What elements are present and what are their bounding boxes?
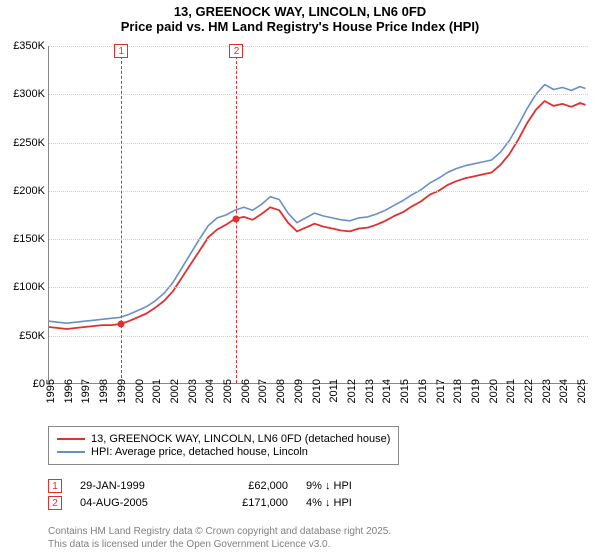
y-tick-label: £0 <box>3 378 45 390</box>
x-tick-label: 2015 <box>399 379 411 403</box>
x-tick-label: 2006 <box>240 379 252 403</box>
y-tick-label: £200K <box>3 185 45 197</box>
x-tick-label: 2008 <box>275 379 287 403</box>
event-row: 1 29-JAN-1999 £62,000 9% ↓ HPI <box>48 479 386 493</box>
attribution-line-1: Contains HM Land Registry data © Crown c… <box>48 526 391 539</box>
event-idx-box: 1 <box>48 479 62 493</box>
x-tick-label: 2023 <box>541 379 553 403</box>
x-tick-label: 2001 <box>151 379 163 403</box>
title-block: 13, GREENOCK WAY, LINCOLN, LN6 0FD Price… <box>0 0 600 34</box>
x-tick-label: 2020 <box>488 379 500 403</box>
x-tick-label: 2009 <box>293 379 305 403</box>
gridline-h <box>49 94 588 95</box>
attribution-text: Contains HM Land Registry data © Crown c… <box>48 526 391 551</box>
x-tick-label: 2019 <box>470 379 482 403</box>
event-idx-box: 2 <box>48 496 62 510</box>
event-price: £171,000 <box>198 497 288 509</box>
x-tick-label: 2002 <box>169 379 181 403</box>
y-tick-label: £100K <box>3 281 45 293</box>
x-tick-label: 2022 <box>523 379 535 403</box>
sale-dot <box>233 215 240 222</box>
event-date: 29-JAN-1999 <box>80 480 180 492</box>
series-line-paid <box>49 101 586 329</box>
x-tick-label: 2000 <box>134 379 146 403</box>
gridline-h <box>49 239 588 240</box>
y-tick-label: £150K <box>3 233 45 245</box>
x-tick-label: 2010 <box>311 379 323 403</box>
x-tick-label: 2024 <box>558 379 570 403</box>
chart-container: 13, GREENOCK WAY, LINCOLN, LN6 0FD Price… <box>0 0 600 560</box>
event-row: 2 04-AUG-2005 £171,000 4% ↓ HPI <box>48 496 386 510</box>
y-tick-label: £50K <box>3 330 45 342</box>
chart-plot-area: £0£50K£100K£150K£200K£250K£300K£350K1995… <box>48 46 588 384</box>
x-tick-label: 2017 <box>435 379 447 403</box>
legend-row-hpi: HPI: Average price, detached house, Linc… <box>57 446 390 458</box>
x-tick-label: 2005 <box>222 379 234 403</box>
x-tick-label: 1996 <box>63 379 75 403</box>
plot-svg <box>49 46 589 384</box>
gridline-h <box>49 191 588 192</box>
gridline-h <box>49 46 588 47</box>
gridline-h <box>49 287 588 288</box>
event-delta: 9% ↓ HPI <box>306 480 386 492</box>
event-delta: 4% ↓ HPI <box>306 497 386 509</box>
x-tick-label: 2018 <box>452 379 464 403</box>
event-date: 04-AUG-2005 <box>80 497 180 509</box>
event-price: £62,000 <box>198 480 288 492</box>
sale-marker-box: 2 <box>229 44 243 58</box>
y-tick-label: £350K <box>3 40 45 52</box>
legend-box: 13, GREENOCK WAY, LINCOLN, LN6 0FD (deta… <box>48 426 399 465</box>
x-tick-label: 2012 <box>346 379 358 403</box>
events-table: 1 29-JAN-1999 £62,000 9% ↓ HPI 2 04-AUG-… <box>48 476 386 513</box>
x-tick-label: 1995 <box>45 379 57 403</box>
x-tick-label: 1998 <box>98 379 110 403</box>
x-tick-label: 2025 <box>576 379 588 403</box>
sale-marker-box: 1 <box>114 44 128 58</box>
legend-label-paid: 13, GREENOCK WAY, LINCOLN, LN6 0FD (deta… <box>91 433 390 445</box>
x-tick-label: 2003 <box>187 379 199 403</box>
legend-swatch-hpi <box>57 451 85 453</box>
attribution-line-2: This data is licensed under the Open Gov… <box>48 539 391 552</box>
x-tick-label: 2011 <box>328 379 340 403</box>
x-tick-label: 2007 <box>257 379 269 403</box>
sale-dot <box>118 321 125 328</box>
legend-row-paid: 13, GREENOCK WAY, LINCOLN, LN6 0FD (deta… <box>57 433 390 445</box>
x-tick-label: 2016 <box>417 379 429 403</box>
title-line-2: Price paid vs. HM Land Registry's House … <box>0 19 600 34</box>
y-tick-label: £250K <box>3 137 45 149</box>
y-tick-label: £300K <box>3 88 45 100</box>
legend-swatch-paid <box>57 438 85 441</box>
x-tick-label: 2013 <box>364 379 376 403</box>
gridline-h <box>49 336 588 337</box>
title-line-1: 13, GREENOCK WAY, LINCOLN, LN6 0FD <box>0 4 600 19</box>
sale-marker-line <box>121 46 122 383</box>
gridline-h <box>49 143 588 144</box>
x-tick-label: 2021 <box>505 379 517 403</box>
x-tick-label: 2014 <box>381 379 393 403</box>
x-tick-label: 1997 <box>80 379 92 403</box>
legend-label-hpi: HPI: Average price, detached house, Linc… <box>91 446 308 458</box>
x-tick-label: 2004 <box>204 379 216 403</box>
